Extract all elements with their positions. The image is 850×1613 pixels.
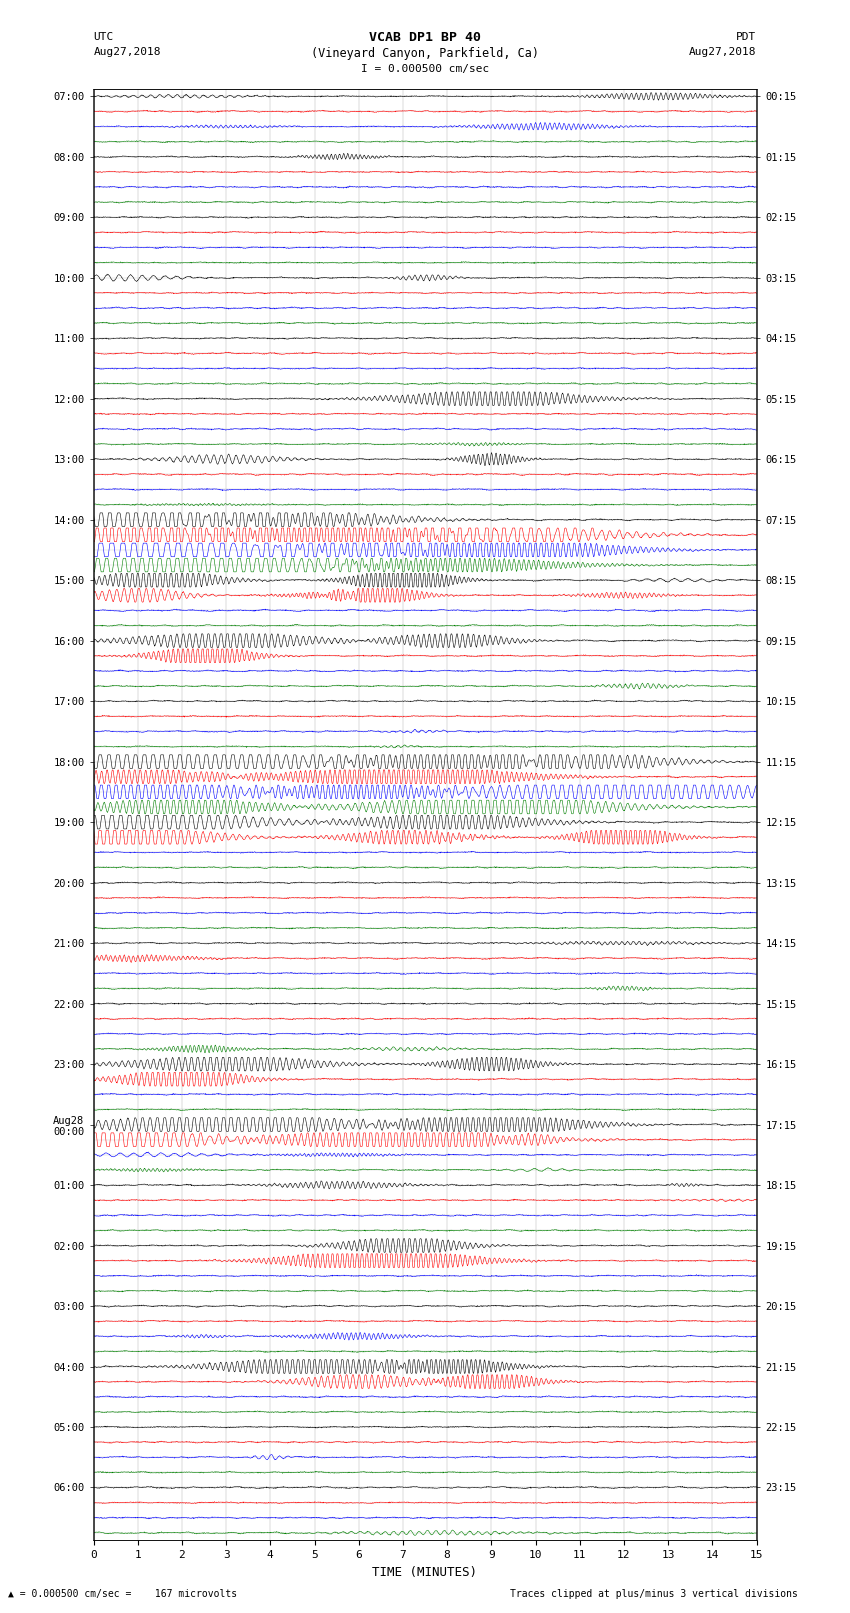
Text: (Vineyard Canyon, Parkfield, Ca): (Vineyard Canyon, Parkfield, Ca)	[311, 47, 539, 60]
Text: PDT: PDT	[736, 32, 756, 42]
Text: Aug27,2018: Aug27,2018	[689, 47, 756, 56]
X-axis label: TIME (MINUTES): TIME (MINUTES)	[372, 1566, 478, 1579]
Text: ▲ = 0.000500 cm/sec =    167 microvolts: ▲ = 0.000500 cm/sec = 167 microvolts	[8, 1589, 238, 1598]
Text: Traces clipped at plus/minus 3 vertical divisions: Traces clipped at plus/minus 3 vertical …	[510, 1589, 798, 1598]
Text: UTC: UTC	[94, 32, 114, 42]
Text: VCAB DP1 BP 40: VCAB DP1 BP 40	[369, 31, 481, 44]
Text: I = 0.000500 cm/sec: I = 0.000500 cm/sec	[361, 65, 489, 74]
Text: Aug27,2018: Aug27,2018	[94, 47, 161, 56]
